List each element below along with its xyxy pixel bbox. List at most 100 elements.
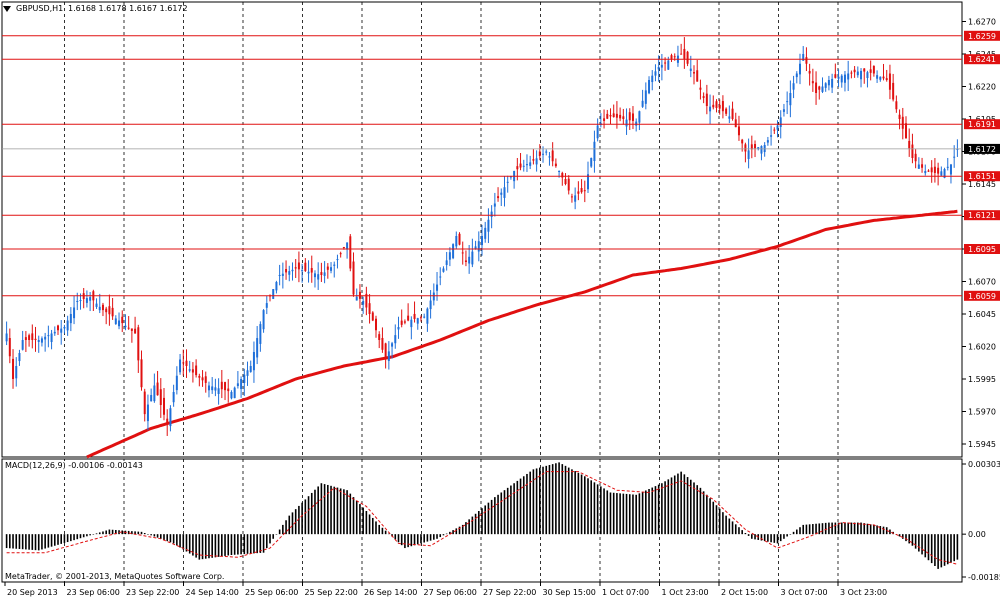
time-axis-label: 1 Oct 23:00 [662, 588, 709, 597]
candle-body [805, 57, 808, 64]
candle-body [850, 72, 853, 74]
macd-bar [661, 483, 663, 535]
candle-body [143, 391, 146, 415]
macd-bar [60, 534, 63, 544]
candle-body [754, 144, 757, 149]
macd-bar [503, 490, 506, 535]
macd-bar [484, 505, 487, 535]
candle-body [40, 338, 43, 343]
macd-bar [879, 526, 882, 535]
macd-bar [481, 508, 483, 535]
macd-bar [131, 531, 133, 535]
candle-body [728, 116, 731, 119]
candle-body [766, 140, 769, 143]
macd-bar [461, 524, 464, 535]
candle-body [522, 165, 525, 167]
macd-bar [860, 522, 862, 535]
macd-bar [731, 521, 734, 535]
macd-bar [278, 529, 281, 535]
macd-bar [828, 522, 830, 535]
candle-body [281, 273, 284, 276]
candle-body [882, 76, 885, 79]
candle-body [956, 148, 959, 150]
current-price-label: 1.6172 [968, 145, 996, 154]
macd-bar [574, 471, 576, 535]
macd-bar [898, 534, 901, 537]
candle-body [503, 187, 506, 198]
macd-bar [41, 534, 43, 550]
candle-body [786, 101, 789, 103]
candle-body [811, 81, 814, 84]
macd-bar [198, 534, 201, 560]
candle-body [236, 383, 239, 387]
macd-bar [706, 494, 708, 535]
candle-body [53, 331, 56, 334]
candle-body [185, 360, 188, 366]
candle-body [525, 164, 528, 166]
macd-bar [121, 530, 124, 535]
candle-body [869, 69, 872, 73]
candle-body [519, 163, 522, 168]
candle-body [898, 114, 901, 119]
candle-body [481, 236, 483, 246]
candle-body [468, 256, 471, 264]
macd-bar [246, 534, 249, 554]
candle-body [201, 377, 204, 381]
candle-body [799, 63, 801, 75]
candle-body [500, 192, 503, 195]
candle-body [313, 273, 316, 278]
macd-bar [57, 534, 59, 545]
candle-body [818, 86, 821, 90]
time-axis-label: 25 Sep 06:00 [245, 588, 298, 597]
macd-bar [388, 533, 390, 535]
macd-bar [901, 534, 904, 539]
macd-bar [808, 524, 811, 535]
candle-body [249, 366, 252, 372]
candle-body [37, 340, 40, 342]
candle-body [940, 171, 943, 176]
macd-signal-line [6, 471, 958, 565]
macd-bar [179, 534, 181, 548]
macd-bar [824, 522, 827, 535]
candle-body [416, 318, 419, 324]
candle-body [310, 268, 313, 273]
macd-bar [134, 531, 136, 535]
candle-body [98, 306, 101, 311]
macd-bar [253, 534, 255, 554]
candle-body [847, 73, 850, 80]
candle-body [121, 316, 124, 324]
macd-bar [950, 534, 952, 563]
macd-bar [156, 534, 159, 538]
macd-bar [587, 478, 589, 535]
candle-body [737, 126, 740, 136]
macd-bar [336, 487, 339, 535]
macd-bar [256, 534, 258, 554]
candle-body [198, 375, 201, 378]
macd-bar [513, 483, 515, 535]
candle-body [243, 374, 246, 384]
candle-body [384, 343, 387, 360]
macd-bar [82, 534, 85, 538]
candle-body [888, 73, 891, 90]
candle-body [317, 274, 320, 280]
candle-body [734, 119, 737, 128]
macd-bar [943, 534, 946, 566]
candle-body [137, 327, 140, 361]
candle-body [840, 75, 843, 83]
candle-body [378, 334, 381, 340]
macd-bar [567, 467, 570, 535]
macd-bar [288, 515, 291, 535]
dropdown-triangle-icon[interactable] [3, 6, 11, 12]
macd-bar [282, 524, 284, 535]
macd-bar [310, 492, 313, 535]
candle-body [403, 321, 406, 323]
candle-body [667, 60, 670, 70]
macd-bar [5, 534, 8, 549]
macd-bar [214, 534, 217, 558]
candle-body [439, 276, 442, 278]
macd-bar [359, 504, 361, 535]
candle-body [355, 296, 358, 301]
macd-bar [410, 534, 413, 547]
